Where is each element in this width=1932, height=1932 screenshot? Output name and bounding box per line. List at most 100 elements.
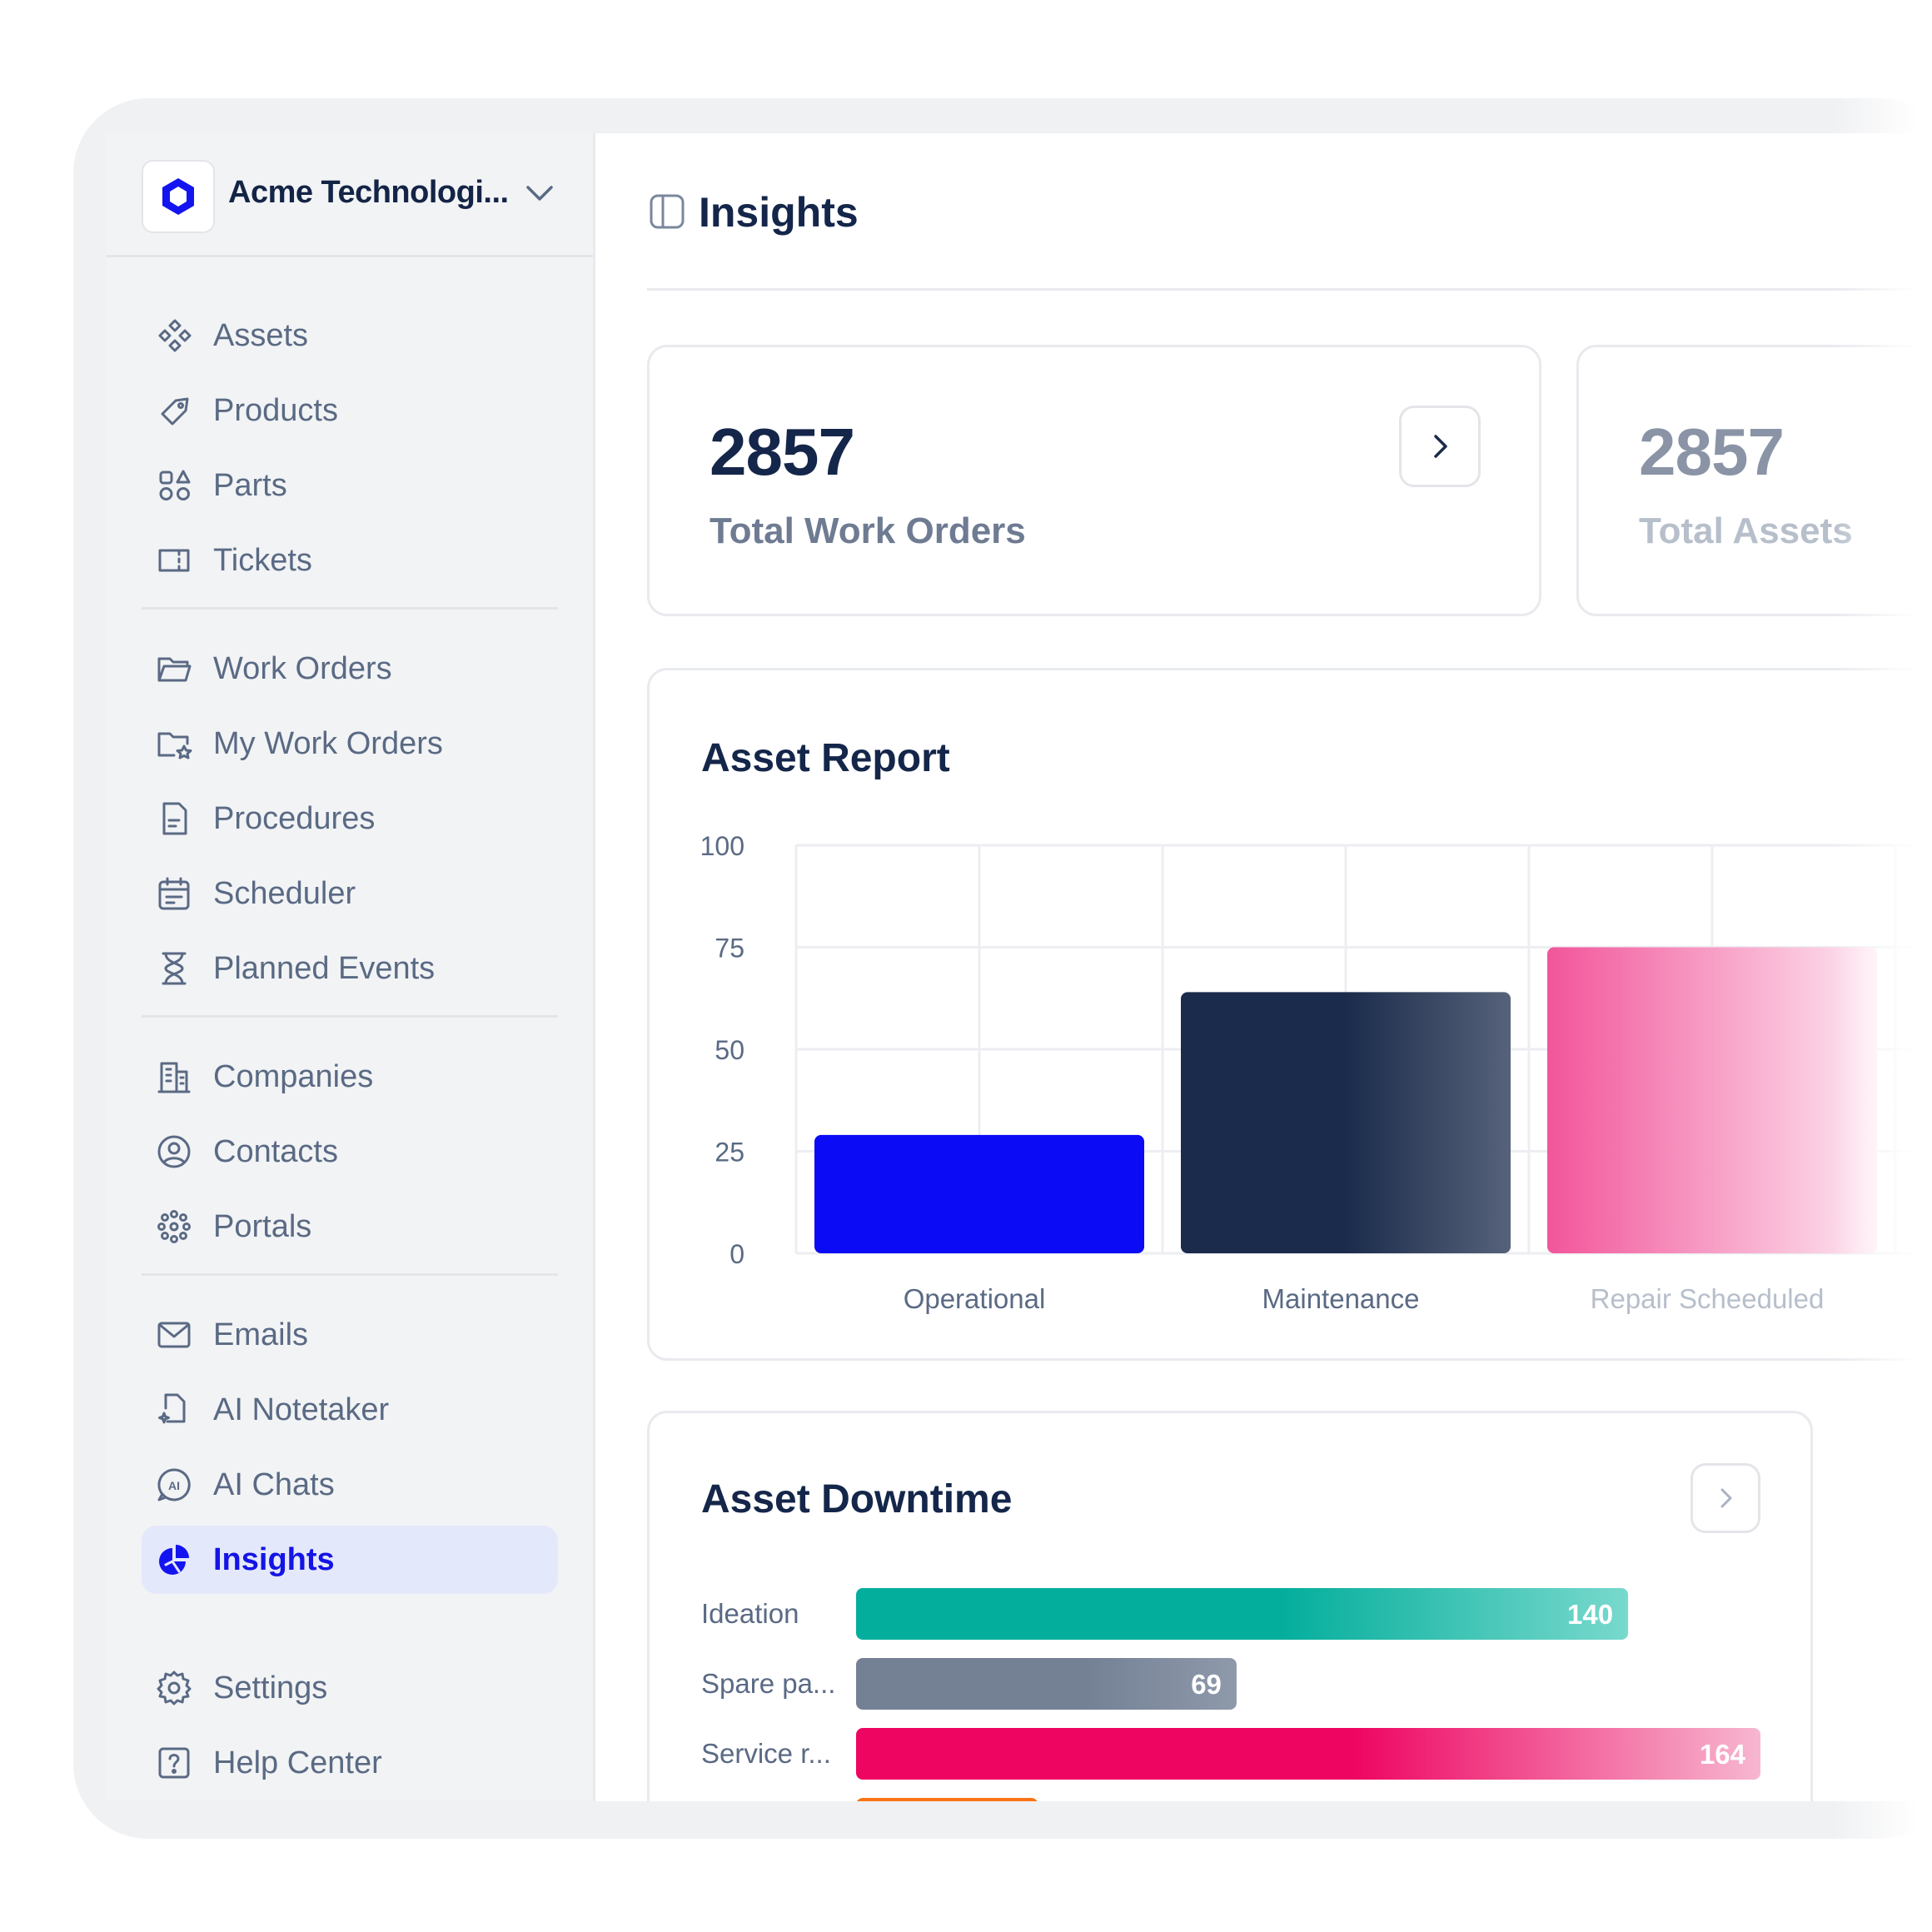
category-label: Ideation bbox=[701, 1598, 799, 1629]
sidebar-item-label: Scheduler bbox=[213, 875, 356, 911]
sidebar-item-label: AI Chats bbox=[213, 1466, 335, 1502]
sidebar-item-planned-events[interactable]: Planned Events bbox=[142, 934, 558, 1003]
bar bbox=[856, 1728, 1760, 1780]
sidebar-item-label: Portals bbox=[213, 1208, 312, 1244]
sidebar-divider bbox=[142, 1015, 558, 1018]
sidebar-item-contacts[interactable]: Contacts bbox=[142, 1118, 558, 1186]
edge-fade-bottom bbox=[0, 1865, 1932, 1932]
sidebar-item-parts[interactable]: Parts bbox=[142, 451, 558, 520]
sidebar-item-emails[interactable]: Emails bbox=[142, 1301, 558, 1369]
main-content: Insights 2857 Total Work Orders 2857 Tot… bbox=[595, 133, 1932, 1801]
org-switcher[interactable]: Acme Technologi... bbox=[107, 133, 593, 257]
sidebar-item-label: Parts bbox=[213, 467, 287, 503]
sidebar-item-help-center[interactable]: Help Center bbox=[142, 1729, 558, 1797]
stat-value: 2857 bbox=[1639, 415, 1785, 489]
sidebar-item-ai-chats[interactable]: AI AI Chats bbox=[142, 1451, 558, 1519]
sidebar-item-label: AI Notetaker bbox=[213, 1392, 390, 1427]
org-logo-icon bbox=[142, 160, 215, 233]
stat-value: 2857 bbox=[710, 415, 855, 489]
sidebar-item-label: Insights bbox=[213, 1541, 335, 1577]
x-tick-label: Maintenance bbox=[1262, 1283, 1420, 1314]
sidebar-item-label: Contacts bbox=[213, 1133, 338, 1169]
stat-label: Total Assets bbox=[1639, 510, 1853, 551]
sidebar-divider bbox=[142, 607, 558, 610]
svg-text:AI: AI bbox=[168, 1479, 180, 1492]
sidebar-item-ai-notetaker[interactable]: AI Notetaker bbox=[142, 1376, 558, 1444]
mail-icon bbox=[153, 1314, 195, 1356]
asset-downtime-title: Asset Downtime bbox=[701, 1477, 1013, 1521]
pie-chart-icon bbox=[153, 1539, 195, 1581]
asset-downtime-chart: Ideation 140 Spare pa... 69 Service r... 164 bbox=[701, 1588, 1760, 1801]
sidebar-item-label: My Work Orders bbox=[213, 725, 443, 761]
y-tick-label: 75 bbox=[715, 934, 744, 964]
org-name: Acme Technologi... bbox=[228, 175, 509, 210]
sidebar-item-companies[interactable]: Companies bbox=[142, 1043, 558, 1111]
chevron-right-icon bbox=[1720, 1488, 1732, 1508]
sidebar-item-scheduler[interactable]: Scheduler bbox=[142, 859, 558, 928]
help-icon bbox=[153, 1742, 195, 1784]
tag-icon bbox=[153, 390, 195, 431]
bar bbox=[814, 1134, 1144, 1253]
bar bbox=[1181, 992, 1511, 1253]
ticket-icon bbox=[153, 540, 195, 581]
category-label: Service r... bbox=[701, 1738, 831, 1769]
bar bbox=[1547, 947, 1877, 1253]
sidebar-item-label: Planned Events bbox=[213, 950, 436, 986]
portals-icon bbox=[153, 1206, 195, 1247]
sidebar-item-label: Assets bbox=[213, 317, 309, 353]
x-tick-label: Repair Scheeduled bbox=[1591, 1283, 1825, 1314]
sidebar-item-portals[interactable]: Portals bbox=[142, 1193, 558, 1261]
sidebar-item-products[interactable]: Products bbox=[142, 376, 558, 445]
sidebar-item-work-orders[interactable]: Work Orders bbox=[142, 635, 558, 703]
asset-downtime-card: Asset Downtime Ideation 140 Spare pa... 69 S… bbox=[647, 1411, 1813, 1801]
chevron-down-icon bbox=[526, 186, 553, 201]
y-tick-label: 100 bbox=[700, 831, 744, 861]
y-tick-label: 50 bbox=[715, 1035, 744, 1065]
ai-chat-icon: AI bbox=[153, 1464, 195, 1506]
x-tick-label: Operational bbox=[904, 1283, 1046, 1314]
sidebar-item-label: Companies bbox=[213, 1058, 374, 1094]
sidebar-item-label: Emails bbox=[213, 1317, 309, 1352]
document-icon bbox=[153, 798, 195, 839]
folder-star-icon bbox=[153, 723, 195, 764]
stat-label: Total Work Orders bbox=[710, 510, 1026, 551]
asset-report-chart: 0 25 50 75 100 Operational Maintenance Repair S… bbox=[700, 831, 1932, 1314]
sidebar-item-label: Work Orders bbox=[213, 650, 392, 686]
sidebar: Acme Technologi... Assets Products Parts Ti… bbox=[107, 133, 595, 1801]
bar-value-label: 140 bbox=[1567, 1599, 1613, 1630]
gear-icon bbox=[153, 1667, 195, 1709]
bar-value-label: 69 bbox=[1191, 1669, 1222, 1700]
sidebar-item-settings[interactable]: Settings bbox=[142, 1654, 558, 1722]
sidebar-item-label: Procedures bbox=[213, 800, 376, 836]
sidebar-item-insights[interactable]: Insights bbox=[142, 1526, 558, 1594]
chevron-right-icon bbox=[1434, 435, 1447, 458]
sidebar-item-label: Settings bbox=[213, 1670, 328, 1705]
sidebar-divider bbox=[142, 1273, 558, 1276]
sidebar-item-procedures[interactable]: Procedures bbox=[142, 784, 558, 853]
asset-report-title: Asset Report bbox=[701, 736, 950, 780]
stat-card-work-orders: 2857 Total Work Orders bbox=[647, 345, 1541, 616]
parts-icon bbox=[153, 465, 195, 506]
sidebar-item-assets[interactable]: Assets bbox=[142, 301, 558, 370]
sidebar-item-label: Tickets bbox=[213, 542, 312, 578]
bar bbox=[856, 1588, 1629, 1640]
open-downtime-button[interactable] bbox=[1690, 1463, 1760, 1533]
sidebar-item-label: Help Center bbox=[213, 1745, 382, 1780]
open-work-orders-button[interactable] bbox=[1399, 406, 1481, 487]
y-tick-label: 0 bbox=[729, 1239, 744, 1269]
ai-notetaker-icon bbox=[153, 1389, 195, 1431]
sidebar-item-tickets[interactable]: Tickets bbox=[142, 526, 558, 595]
page-title: Insights bbox=[699, 189, 859, 236]
sidebar-item-my-work-orders[interactable]: My Work Orders bbox=[142, 710, 558, 778]
page-header: Insights bbox=[647, 133, 1932, 291]
app-window: Acme Technologi... Assets Products Parts Ti… bbox=[107, 133, 1932, 1801]
user-circle-icon bbox=[153, 1131, 195, 1173]
stat-card-assets: 2857 Total Assets bbox=[1576, 345, 1932, 616]
hourglass-icon bbox=[153, 948, 195, 989]
y-tick-label: 25 bbox=[715, 1138, 744, 1168]
asset-report-card: Asset Report 0 25 50 75 100 Operational Mainte… bbox=[647, 668, 1932, 1361]
bar bbox=[857, 1798, 1038, 1801]
bar-value-label: 164 bbox=[1700, 1739, 1746, 1770]
folder-icon bbox=[153, 648, 195, 690]
sidebar-toggle-icon[interactable] bbox=[649, 193, 685, 230]
